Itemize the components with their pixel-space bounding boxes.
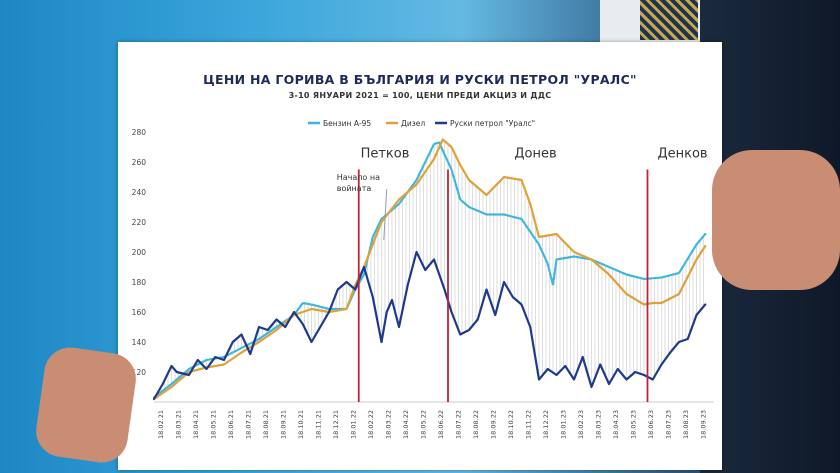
x-tick-label: 18.07.21 bbox=[244, 410, 252, 439]
series-line bbox=[152, 141, 707, 399]
x-tick-label: 18.10.21 bbox=[297, 410, 305, 439]
legend-label: Бензин А-95 bbox=[323, 119, 371, 128]
chart-title: ЦЕНИ НА ГОРИВА В БЪЛГАРИЯ И РУСКИ ПЕТРОЛ… bbox=[203, 72, 637, 87]
x-tick-label: 18.09.22 bbox=[489, 410, 497, 439]
series-line bbox=[152, 250, 707, 401]
x-tick-label: 18.03.22 bbox=[384, 410, 392, 439]
series-line bbox=[152, 138, 707, 401]
x-tick-label: 18.06.21 bbox=[227, 410, 235, 439]
x-tick-label: 18.05.21 bbox=[209, 410, 217, 439]
chart-subtitle: 3-10 ЯНУАРИ 2021 = 100, ЦЕНИ ПРЕДИ АКЦИЗ… bbox=[288, 91, 552, 100]
x-tick-label: 18.12.21 bbox=[332, 410, 340, 439]
x-tick-label: 18.01.22 bbox=[349, 410, 357, 439]
government-label: Петков bbox=[361, 147, 410, 162]
war-start-label-line2: войната bbox=[337, 184, 372, 193]
x-tick-label: 18.03.23 bbox=[594, 410, 602, 439]
y-tick-label: 280 bbox=[132, 128, 147, 137]
y-tick-label: 160 bbox=[132, 308, 147, 317]
y-tick-label: 180 bbox=[132, 278, 147, 287]
x-tick-label: 18.12.22 bbox=[542, 410, 550, 439]
y-tick-label: 120 bbox=[132, 368, 147, 377]
government-label: Донев bbox=[514, 147, 556, 162]
right-hand bbox=[712, 150, 840, 290]
x-tick-label: 18.02.21 bbox=[157, 410, 165, 439]
x-tick-label: 18.11.22 bbox=[524, 410, 532, 439]
annotation-arrow bbox=[383, 188, 388, 241]
x-tick-label: 18.08.22 bbox=[472, 410, 480, 439]
x-tick-label: 18.11.21 bbox=[314, 410, 322, 439]
legend-label: Дизел bbox=[401, 119, 425, 128]
y-tick-label: 260 bbox=[132, 158, 147, 167]
x-tick-label: 18.09.23 bbox=[699, 410, 707, 439]
x-tick-label: 18.05.23 bbox=[629, 410, 637, 439]
x-tick-label: 18.02.23 bbox=[577, 410, 585, 439]
x-tick-label: 18.02.22 bbox=[367, 410, 375, 439]
x-tick-label: 18.04.22 bbox=[402, 410, 410, 439]
y-tick-label: 140 bbox=[132, 338, 147, 347]
x-tick-label: 18.08.21 bbox=[262, 410, 270, 439]
y-tick-label: 240 bbox=[132, 188, 147, 197]
x-tick-label: 18.01.23 bbox=[559, 410, 567, 439]
x-tick-label: 18.07.23 bbox=[664, 410, 672, 439]
war-start-label-line1: Начало на bbox=[337, 173, 380, 182]
x-tick-label: 18.05.22 bbox=[419, 410, 427, 439]
presenter-tie bbox=[640, 0, 698, 40]
x-tick-label: 18.04.23 bbox=[612, 410, 620, 439]
fuel-price-chart: 120 140 160 180 200 220 240 260 280 18.02.21 18.03… bbox=[132, 119, 714, 439]
x-tick-label: 18.03.21 bbox=[174, 410, 182, 439]
x-tick-label: 18.09.21 bbox=[279, 410, 287, 439]
y-tick-label: 200 bbox=[132, 248, 147, 257]
legend-label: Руски петрол "Уралс" bbox=[450, 119, 535, 128]
y-tick-label: 220 bbox=[132, 218, 147, 227]
left-hand bbox=[32, 344, 140, 466]
government-label: Денков bbox=[657, 147, 707, 162]
x-tick-label: 18.06.23 bbox=[647, 410, 655, 439]
x-tick-label: 18.07.22 bbox=[454, 410, 462, 439]
x-tick-label: 18.10.22 bbox=[507, 410, 515, 439]
x-tick-label: 18.06.22 bbox=[437, 410, 445, 439]
x-tick-label: 18.08.23 bbox=[682, 410, 690, 439]
chart-board: ЦЕНИ НА ГОРИВА В БЪЛГАРИЯ И РУСКИ ПЕТРОЛ… bbox=[118, 42, 722, 470]
x-tick-label: 18.04.21 bbox=[192, 410, 200, 439]
